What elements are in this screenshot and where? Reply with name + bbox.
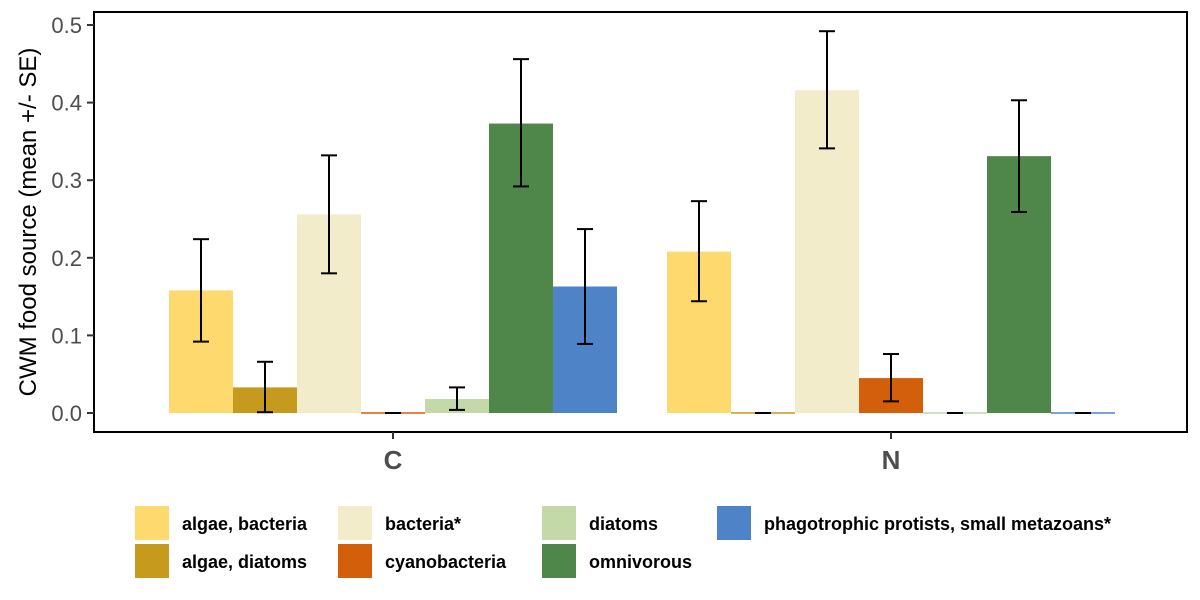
legend-item: cyanobacteria [338, 544, 507, 578]
x-tick-label-c: C [384, 445, 403, 475]
legend-label: algae, bacteria [182, 514, 308, 534]
legend-label: algae, diatoms [182, 552, 307, 572]
legend-item: bacteria* [338, 506, 461, 540]
y-tick-label: 0.0 [51, 401, 82, 426]
legend-swatch [542, 506, 576, 540]
legend-swatch [338, 506, 372, 540]
legend-swatch [542, 544, 576, 578]
legend-label: cyanobacteria [385, 552, 507, 572]
legend-item: diatoms [542, 506, 658, 540]
errorbars-layer [193, 30, 1091, 414]
legend-label: phagotrophic protists, small metazoans* [764, 514, 1111, 534]
legend-item: omnivorous [542, 544, 692, 578]
errorbar-algae-bacteria-c [193, 238, 209, 343]
legend-label: diatoms [589, 514, 658, 534]
errorbar-algae-diatoms-c [257, 360, 273, 414]
y-axis-title: CWM food source (mean +/- SE) [15, 48, 42, 397]
y-tick-label: 0.5 [51, 13, 82, 38]
legend-swatch [717, 506, 751, 540]
legend-item: algae, bacteria [135, 506, 308, 540]
legend-swatch [338, 544, 372, 578]
y-tick-label: 0.1 [51, 323, 82, 348]
legend-label: omnivorous [589, 552, 692, 572]
legend-label: bacteria* [385, 514, 461, 534]
errorbar-bacteria--n [819, 30, 835, 150]
errorbar-bacteria--c [321, 154, 337, 275]
plot-panel-border [93, 11, 1188, 433]
x-tick-label-n: N [882, 445, 901, 475]
legend-item: algae, diatoms [135, 544, 307, 578]
errorbar-phagotrophic-protists-small-metazoans--c [577, 228, 593, 345]
y-tick-label: 0.4 [51, 91, 82, 116]
y-axis: 0.0 0.1 0.2 0.3 0.4 0.5 [51, 13, 94, 426]
errorbar-cyanobacteria-n [883, 353, 899, 403]
errorbar-diatoms-c [449, 386, 465, 411]
y-tick-label: 0.3 [51, 168, 82, 193]
errorbar-omnivorous-n [1011, 99, 1027, 214]
legend-swatch [135, 506, 169, 540]
errorbar-algae-bacteria-n [691, 200, 707, 303]
legend-swatch [135, 544, 169, 578]
legend-item: phagotrophic protists, small metazoans* [717, 506, 1111, 540]
y-tick-label: 0.2 [51, 246, 82, 271]
errorbar-omnivorous-c [513, 58, 529, 188]
bars-layer [169, 90, 1115, 414]
legend: algae, bacteria algae, diatoms bacteria* cy… [135, 506, 1111, 578]
